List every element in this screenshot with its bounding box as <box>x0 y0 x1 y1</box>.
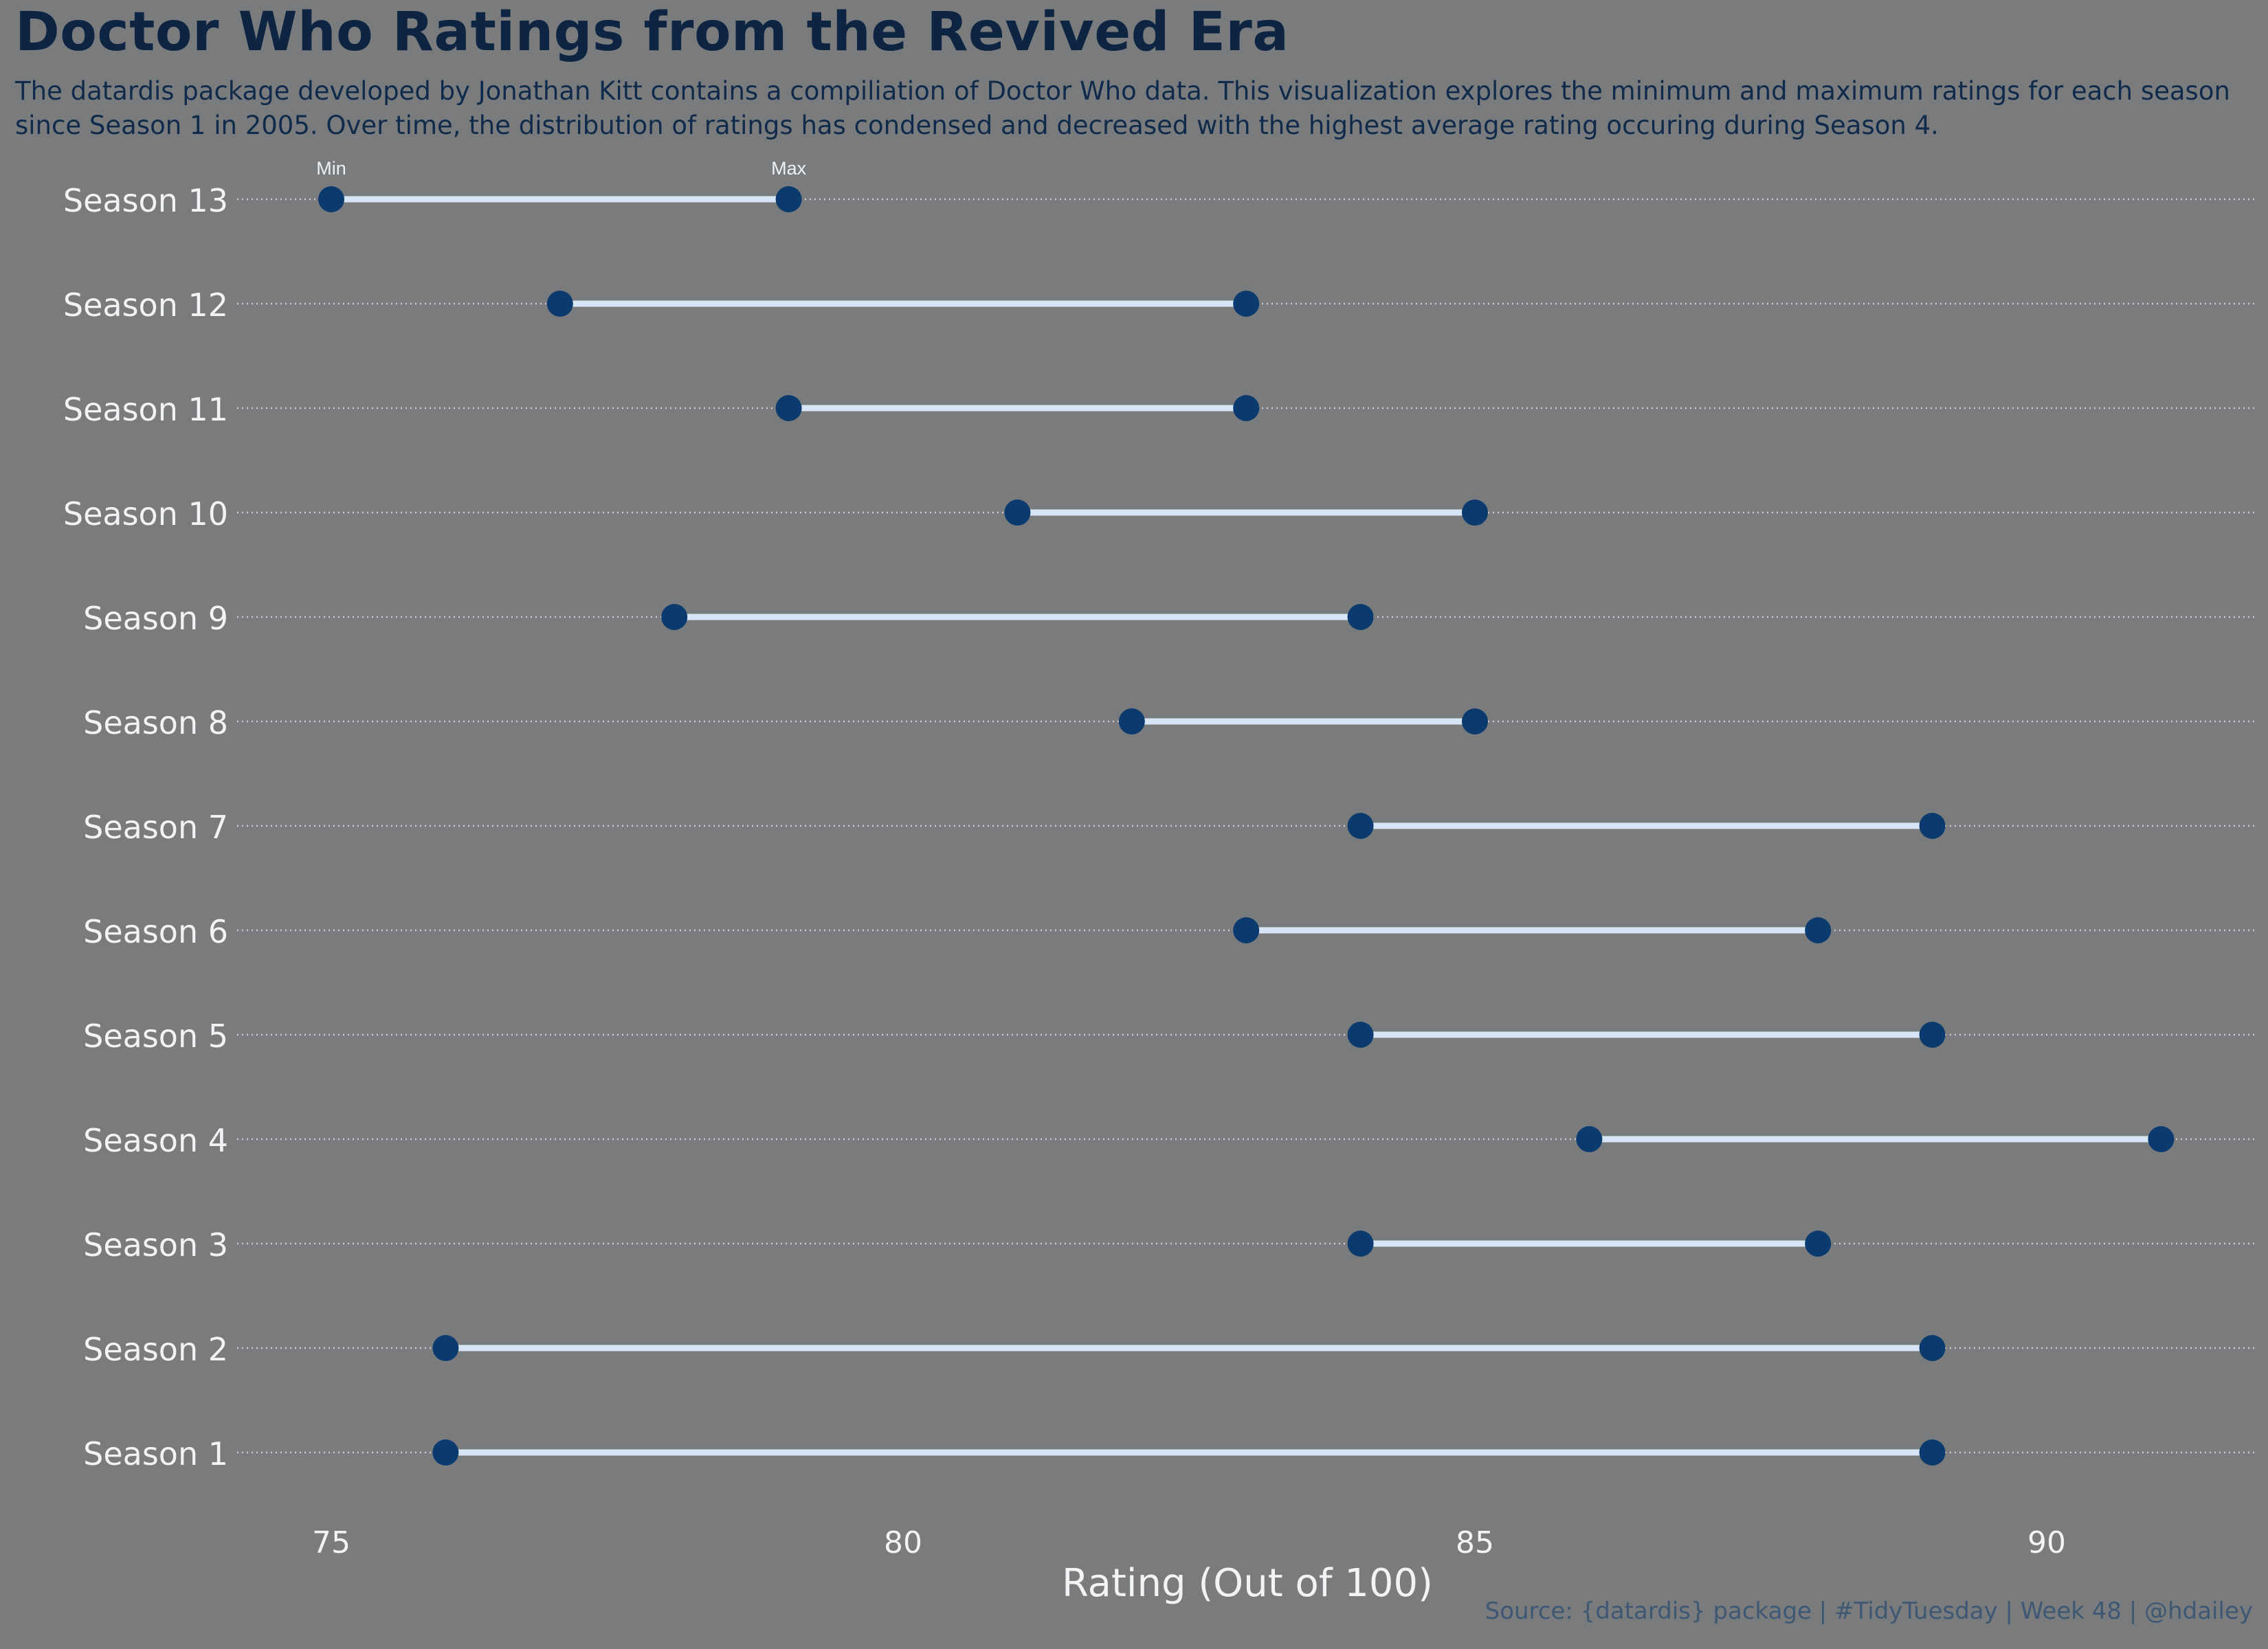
season-label: Season 12 <box>63 287 228 324</box>
y-axis-labels: Season 13 Season 12 Season 11 Season 10 Seas… <box>63 182 228 1472</box>
season-label: Season 11 <box>63 391 228 428</box>
max-point <box>1919 1022 1946 1048</box>
max-point <box>1805 1231 1832 1257</box>
min-point <box>1576 1126 1603 1152</box>
max-point <box>775 186 802 212</box>
max-point <box>1805 917 1832 943</box>
x-tick-label: 75 <box>312 1525 351 1560</box>
min-point <box>1118 708 1145 734</box>
min-point <box>546 291 573 317</box>
x-tick-label: 85 <box>1456 1525 1494 1560</box>
grid-lines <box>237 198 2256 1454</box>
min-point <box>775 395 802 421</box>
season-label: Season 10 <box>63 495 228 532</box>
season-label: Season 8 <box>83 704 228 741</box>
max-point <box>1919 813 1946 839</box>
min-point <box>661 604 688 630</box>
x-axis-ticks: 75 80 85 90 <box>312 1525 2066 1560</box>
max-point <box>2148 1126 2175 1152</box>
x-tick-label: 90 <box>2027 1525 2066 1560</box>
season-label: Season 2 <box>83 1331 228 1368</box>
max-point <box>1233 291 1260 317</box>
season-label: Season 4 <box>83 1122 228 1159</box>
min-point <box>1347 1231 1374 1257</box>
min-point <box>432 1335 459 1361</box>
max-point <box>1919 1439 1946 1466</box>
x-tick-label: 80 <box>884 1525 922 1560</box>
season-label: Season 13 <box>63 182 228 219</box>
season-label: Season 3 <box>83 1226 228 1264</box>
rating-points <box>318 186 2175 1466</box>
season-label: Season 5 <box>83 1018 228 1055</box>
chart-subtitle: The datardis package developed by Jonath… <box>15 76 2230 140</box>
min-point <box>318 186 344 212</box>
max-point <box>1462 500 1488 526</box>
source-caption: Source: {datardis} package | #TidyTuesda… <box>1485 1597 2253 1625</box>
season-label: Season 7 <box>83 809 228 846</box>
max-point <box>1347 604 1374 630</box>
max-point <box>1233 395 1260 421</box>
x-axis-title: Rating (Out of 100) <box>1062 1561 1433 1606</box>
min-point <box>432 1439 459 1466</box>
min-point <box>1233 917 1260 943</box>
min-point <box>1347 813 1374 839</box>
min-point <box>1347 1022 1374 1048</box>
max-annotation: Max <box>771 158 807 179</box>
chart-title: Doctor Who Ratings from the Revived Era <box>15 1 1289 63</box>
max-point <box>1919 1335 1946 1361</box>
range-segments <box>331 196 2161 1456</box>
season-label: Season 9 <box>83 600 228 637</box>
min-point <box>1004 500 1031 526</box>
min-annotation: Min <box>316 158 346 179</box>
season-label: Season 6 <box>83 913 228 950</box>
max-point <box>1462 708 1488 734</box>
season-label: Season 1 <box>83 1435 228 1472</box>
